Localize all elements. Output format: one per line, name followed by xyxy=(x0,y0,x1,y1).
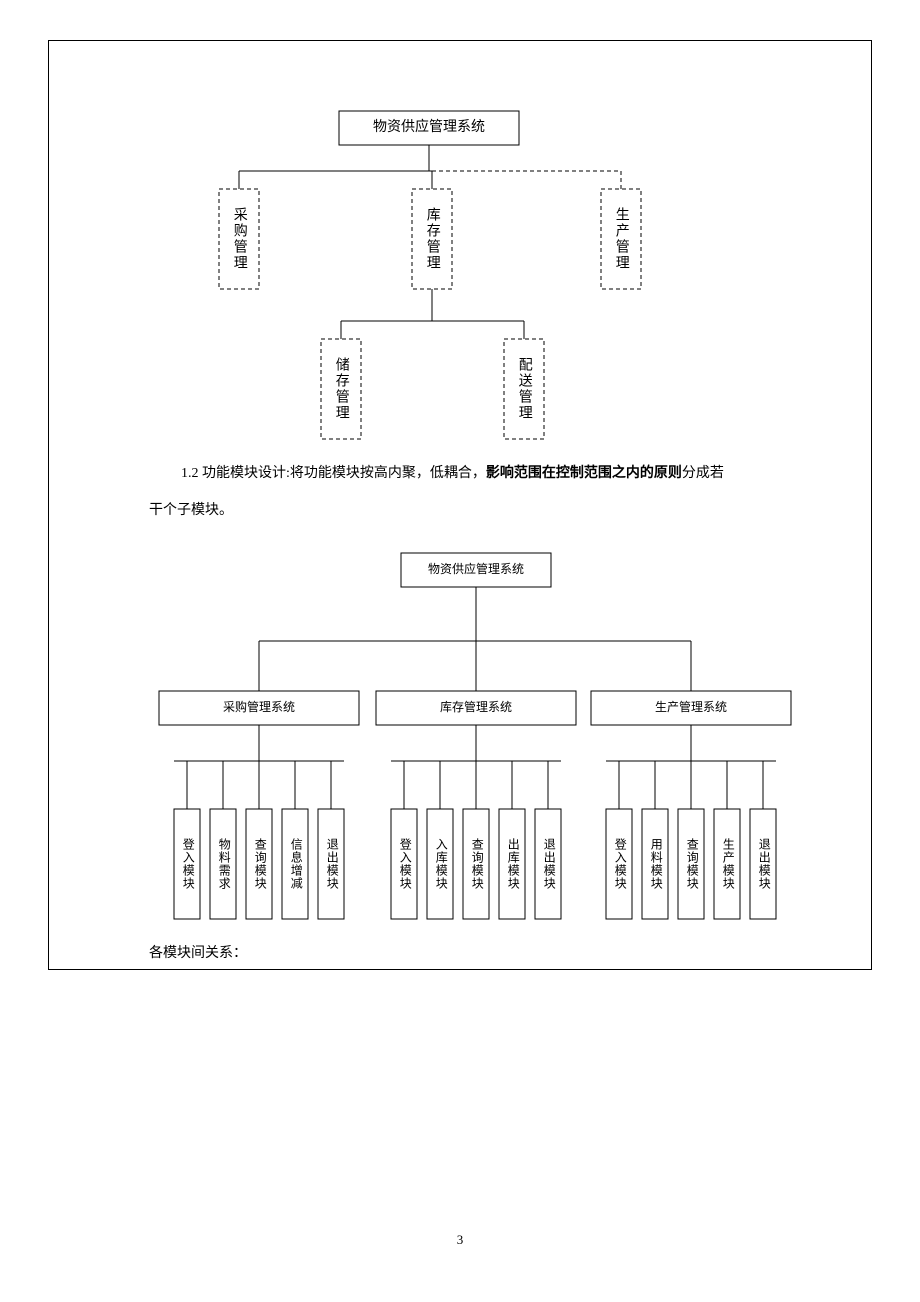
d2-sys-1: 库存管理系统 xyxy=(376,691,576,725)
svg-text:生产管理系统: 生产管理系统 xyxy=(655,699,727,714)
d1-l2-label-1: 库存管理 xyxy=(425,207,441,271)
module-label: 用料模块 xyxy=(649,838,663,890)
module-label: 登入模块 xyxy=(398,837,412,890)
para-lead: 1.2 功能模块设计:将功能模块按高内聚，低耦合， xyxy=(181,466,486,481)
d1-l3-label-1: 配送管理 xyxy=(517,357,533,421)
page-number: 3 xyxy=(0,1232,920,1248)
module-label: 退出模块 xyxy=(757,838,771,890)
module-label: 信息增减 xyxy=(289,838,303,890)
d2-sys-2: 生产管理系统 xyxy=(591,691,791,725)
module-label: 退出模块 xyxy=(325,838,339,890)
footer-text: 各模块间关系： xyxy=(149,939,247,970)
module-label: 退出模块 xyxy=(542,838,556,890)
page-frame: 物资供应管理系统 采购管理 库存管理 生产管理 储存管理 配送管理 物资供应管理… xyxy=(48,40,872,970)
paragraph-line2: 干个子模块。 xyxy=(149,496,233,527)
para-tail: 分成若 xyxy=(682,466,724,481)
module-label: 入库模块 xyxy=(434,838,448,890)
module-label: 生产模块 xyxy=(721,838,735,890)
d1-l2-label-2: 生产管理 xyxy=(614,207,630,271)
module-label: 出库模块 xyxy=(506,838,520,890)
module-label: 物料需求 xyxy=(217,838,231,890)
module-label: 查询模块 xyxy=(470,838,484,890)
d2-sys-0: 采购管理系统 xyxy=(159,691,359,725)
d1-l3-label-0: 储存管理 xyxy=(334,357,350,421)
diagram-1: 物资供应管理系统 采购管理 库存管理 生产管理 储存管理 配送管理 xyxy=(219,111,641,439)
module-label: 查询模块 xyxy=(685,838,699,890)
module-label: 登入模块 xyxy=(613,837,627,890)
d1-root-label: 物资供应管理系统 xyxy=(373,118,485,135)
d1-l2-label-0: 采购管理 xyxy=(232,207,248,271)
module-label: 登入模块 xyxy=(181,837,195,890)
svg-text:采购管理系统: 采购管理系统 xyxy=(223,699,295,714)
para-bold: 影响范围在控制范围之内的原则 xyxy=(486,466,682,481)
paragraph-line1: 1.2 功能模块设计:将功能模块按高内聚，低耦合，影响范围在控制范围之内的原则分… xyxy=(181,459,861,490)
module-label: 查询模块 xyxy=(253,838,267,890)
svg-text:库存管理系统: 库存管理系统 xyxy=(440,699,512,714)
diagram-2: 物资供应管理系统 采购管理系统 库存管理系统 生产管理系统 登入模块 物料需求 查询… xyxy=(159,553,791,919)
d2-root-label: 物资供应管理系统 xyxy=(428,561,524,576)
